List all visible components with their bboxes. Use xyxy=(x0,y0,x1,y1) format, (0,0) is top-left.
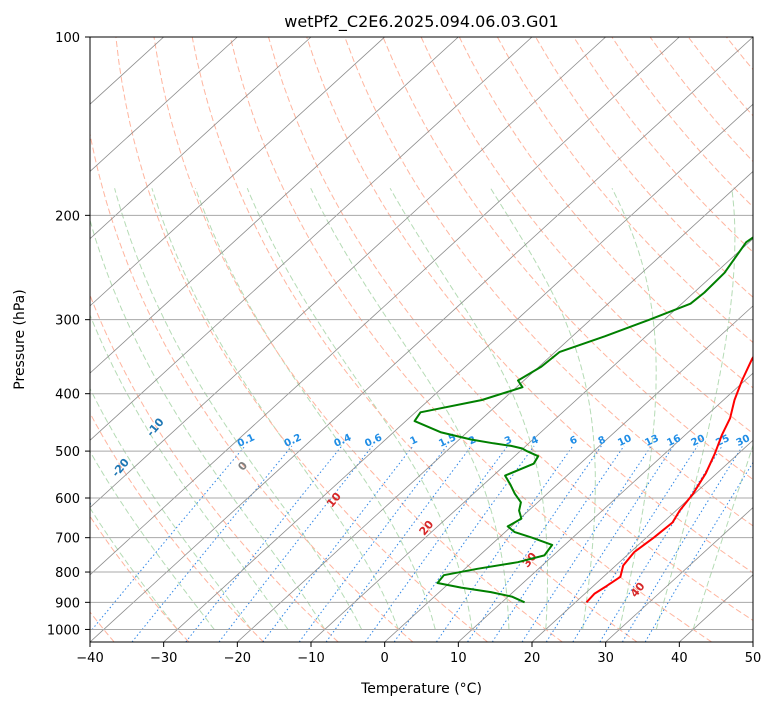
y-tick-label: 700 xyxy=(55,532,80,547)
y-tick-label: 1000 xyxy=(47,623,80,638)
dry-adiabat xyxy=(268,37,753,622)
mixing-ratio-line xyxy=(599,445,723,642)
x-tick-label: 30 xyxy=(597,651,614,666)
mixing-ratio-line xyxy=(621,445,744,642)
mixing-ratio-line xyxy=(435,445,574,642)
x-tick-label: −10 xyxy=(297,651,324,666)
x-axis-label: Temperature (°C) xyxy=(360,681,482,697)
mixing-ratio-line xyxy=(262,445,414,642)
moist-adiabat xyxy=(692,443,753,630)
mixing-ratio-line xyxy=(298,445,448,642)
y-tick-label: 800 xyxy=(55,566,80,581)
mixing-ratio-label: 1 xyxy=(409,435,420,448)
moist-adiabat xyxy=(246,188,473,630)
dry-adiabat xyxy=(90,515,190,642)
isotherm xyxy=(90,37,385,307)
y-tick-label: 300 xyxy=(55,314,80,329)
moist-adiabat xyxy=(151,188,399,630)
mixing-ratio-line xyxy=(572,445,699,642)
y-tick-label: 900 xyxy=(55,596,80,611)
mixing-ratio-label: 13 xyxy=(643,433,660,449)
y-tick-label: 600 xyxy=(55,492,80,507)
x-tick-label: 10 xyxy=(450,651,467,666)
dry-adiabat xyxy=(496,37,753,344)
mixing-ratio-label: 20 xyxy=(690,433,707,449)
moist-adiabat xyxy=(90,507,178,630)
x-tick-label: 20 xyxy=(524,651,541,666)
isotherm xyxy=(90,37,606,509)
isotherm xyxy=(310,238,753,642)
mixing-ratio-label: 30 xyxy=(735,433,752,449)
mixing-ratio-line xyxy=(185,445,343,642)
mixing-ratio-line xyxy=(644,461,753,642)
mixing-ratio-label: 16 xyxy=(665,433,682,449)
isotherm xyxy=(605,507,753,642)
mixing-ratio-label: 6 xyxy=(568,435,579,448)
temperature-line xyxy=(585,355,753,603)
y-tick-label: 100 xyxy=(55,31,80,46)
moist-adiabat xyxy=(389,187,548,630)
moist-adiabat xyxy=(90,387,252,630)
dry-adiabat xyxy=(90,293,339,642)
isotherm xyxy=(531,439,753,642)
isotherm xyxy=(90,37,753,642)
mixing-ratio-label: 4 xyxy=(530,435,541,448)
moist-adiabat xyxy=(90,218,326,630)
dewpoint-line xyxy=(413,236,753,604)
moist-adiabat xyxy=(90,450,215,630)
background-lines xyxy=(90,37,753,642)
plot-frame xyxy=(89,36,754,643)
x-tick-label: −40 xyxy=(76,651,103,666)
x-tick-label: −30 xyxy=(150,651,177,666)
y-axis-label: Pressure (hPa) xyxy=(12,289,28,389)
mixing-ratio-line xyxy=(218,445,373,642)
chart-title: wetPf2_C2E6.2025.094.06.03.G01 xyxy=(284,12,558,32)
dry-adiabat xyxy=(306,37,753,574)
mixing-ratio-line xyxy=(521,445,652,642)
dry-adiabat xyxy=(153,37,563,642)
y-tick-label: 400 xyxy=(55,388,80,403)
isotherm xyxy=(163,103,753,642)
mixing-ratio-label: 3 xyxy=(503,435,514,448)
dry-adiabat xyxy=(90,412,264,642)
isotherm xyxy=(90,37,533,441)
y-axis: 100 200 300 400 500 600 700 800 900 1000 xyxy=(47,31,90,638)
dry-adiabat xyxy=(535,37,753,298)
isotherm xyxy=(237,170,753,642)
moist-adiabat xyxy=(194,188,436,630)
isotherm xyxy=(458,372,753,642)
mixing-ratio-line xyxy=(545,445,674,642)
dry-adiabat xyxy=(458,37,753,389)
x-tick-label: 40 xyxy=(671,651,688,666)
isotherm xyxy=(90,37,238,172)
mixing-ratio-label: 2 xyxy=(467,435,478,448)
isotherm xyxy=(90,37,312,240)
x-axis: −40 −30 −20 −10 0 10 20 30 40 50 xyxy=(76,642,761,666)
moist-adiabat xyxy=(114,188,363,630)
moist-adiabat xyxy=(90,313,289,630)
profile-lines xyxy=(413,236,753,604)
mixing-ratio-label: 8 xyxy=(597,435,608,448)
mixing-ratio-line xyxy=(90,445,246,633)
x-tick-label: 50 xyxy=(745,651,762,666)
x-tick-label: 0 xyxy=(381,651,389,666)
dry-adiabat xyxy=(115,37,488,642)
mixing-ratio-line xyxy=(491,445,625,642)
y-tick-label: 200 xyxy=(55,209,80,224)
moist-adiabat xyxy=(310,187,510,630)
isotherm xyxy=(384,305,753,642)
isotherm xyxy=(90,37,459,374)
mixing-ratio-line xyxy=(364,445,509,642)
y-tick-label: 500 xyxy=(55,445,80,460)
mixing-ratio-label: 10 xyxy=(616,433,633,449)
isotherm xyxy=(90,37,680,576)
dry-adiabat xyxy=(191,37,638,642)
x-tick-label: −20 xyxy=(224,651,251,666)
